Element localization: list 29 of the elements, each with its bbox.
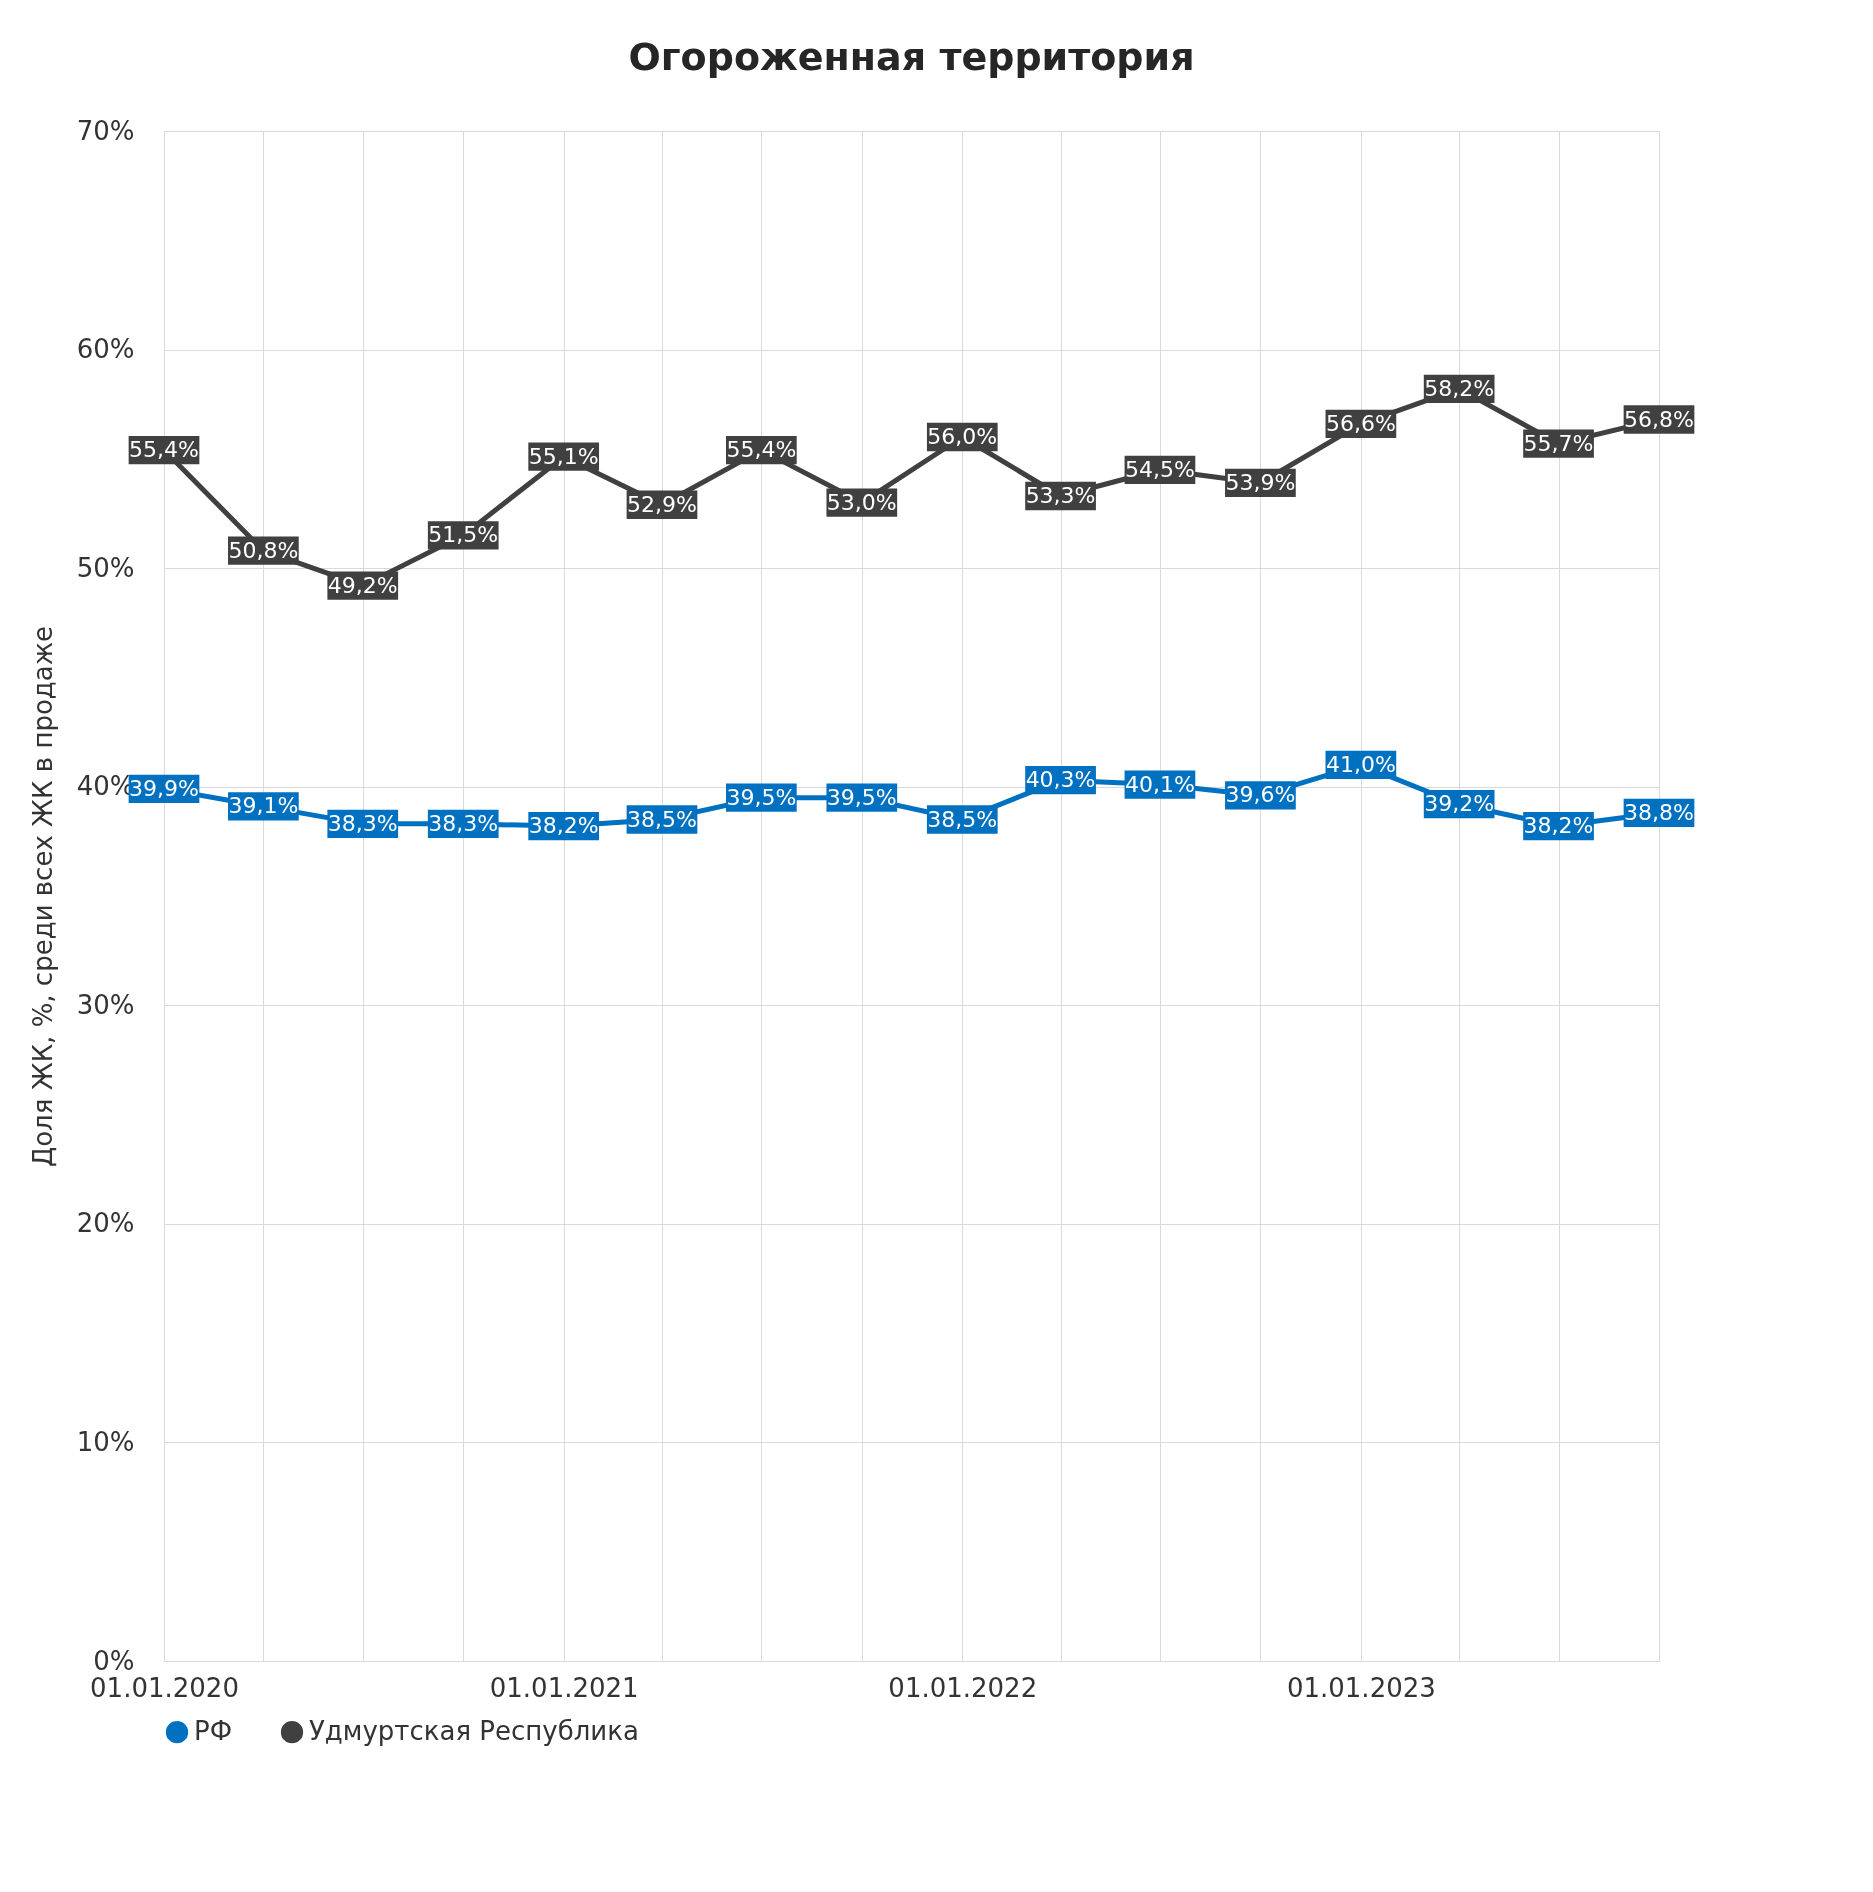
x-tick-label: 01.01.2022 xyxy=(888,1672,1038,1703)
data-label: 49,2% xyxy=(327,572,398,598)
data-label: 55,4% xyxy=(726,437,797,463)
data-label: 53,9% xyxy=(1225,469,1296,495)
data-label: 53,0% xyxy=(826,489,897,515)
data-label: 55,4% xyxy=(129,437,199,463)
data-label: 50,8% xyxy=(228,537,299,563)
y-tick-label: 20% xyxy=(76,1208,135,1239)
data-label: 52,9% xyxy=(627,491,697,517)
data-label: 55,7% xyxy=(1523,430,1594,456)
y-tick-label: 10% xyxy=(76,1426,135,1457)
y-tick-label: 50% xyxy=(76,552,135,583)
x-tick-label: 01.01.2023 xyxy=(1286,1672,1436,1703)
y-axis-title: Доля ЖК, %, среди всех ЖК в продаже xyxy=(27,625,58,1168)
data-label: 53,3% xyxy=(1025,483,1096,509)
data-label: 56,0% xyxy=(927,424,998,449)
x-tick-label: 01.01.2021 xyxy=(489,1672,639,1703)
data-label: 51,5% xyxy=(428,522,499,548)
y-tick-label: 30% xyxy=(76,989,135,1020)
chart-title: Огороженная территория xyxy=(628,35,1195,79)
data-label: 55,1% xyxy=(528,443,599,469)
data-label: 58,2% xyxy=(1424,375,1495,401)
data-label: 56,8% xyxy=(1624,406,1694,432)
y-tick-label: 70% xyxy=(76,115,135,146)
data-label: 54,5% xyxy=(1124,456,1195,482)
legend-label: РФ xyxy=(194,1716,233,1747)
y-tick-label: 60% xyxy=(76,334,135,365)
legend-label: Удмуртская Республика xyxy=(309,1716,639,1747)
data-label: 56,6% xyxy=(1325,410,1396,436)
